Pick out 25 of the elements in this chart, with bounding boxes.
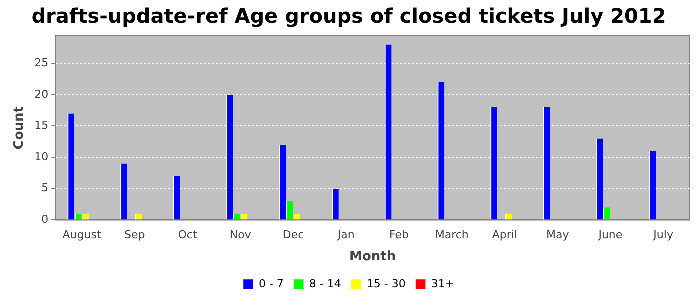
y-tick-label: 25: [34, 56, 49, 70]
x-tick-label: Nov: [230, 228, 252, 242]
x-tick-label: Dec: [282, 228, 304, 242]
legend-label: 8 - 14: [309, 277, 342, 290]
x-tick-label: August: [62, 228, 102, 242]
legend-label: 15 - 30: [366, 277, 406, 290]
y-tick-label: 5: [42, 182, 49, 195]
x-tick-label: Feb: [389, 228, 409, 242]
chart-title: drafts-update-ref Age groups of closed tickets July 2012: [32, 4, 666, 28]
x-tick-label: Sep: [124, 228, 146, 242]
y-tick-label: 15: [34, 119, 49, 132]
x-tick-label: Jan: [336, 228, 355, 242]
x-tick-label: March: [435, 228, 469, 242]
y-tick-label: 0: [42, 213, 49, 226]
x-tick-label: June: [598, 228, 623, 242]
x-tick-label: Oct: [178, 228, 198, 242]
y-axis-title: Count: [12, 106, 28, 150]
x-tick-label: July: [652, 228, 674, 242]
x-tick-label: May: [546, 228, 570, 242]
legend-label: 0 - 7: [258, 277, 284, 290]
y-tick-label: 10: [34, 150, 49, 164]
legend-label: 31+: [431, 277, 455, 290]
y-tick-label: 20: [34, 88, 49, 101]
x-axis-title: Month: [350, 250, 396, 265]
x-tick-label: April: [492, 228, 518, 242]
